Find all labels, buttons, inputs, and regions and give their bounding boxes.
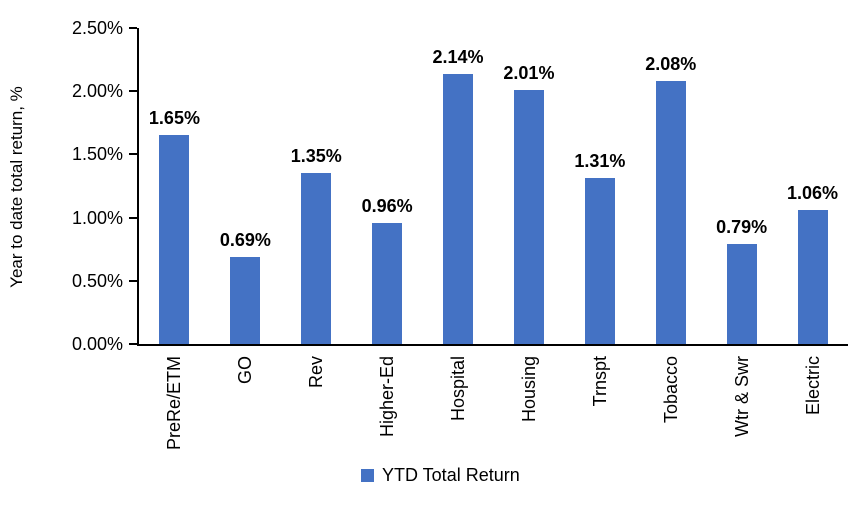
bar — [301, 173, 332, 344]
bar — [797, 210, 828, 344]
bar — [584, 178, 615, 344]
bar — [513, 89, 544, 344]
x-category-label: PreRe/ETM — [164, 356, 185, 451]
x-category-label: Rev — [306, 356, 327, 389]
bar — [655, 81, 686, 344]
bar — [726, 244, 757, 344]
x-category-label: Housing — [518, 356, 539, 423]
y-tick-label: 1.50% — [71, 144, 123, 165]
legend-swatch-icon — [361, 468, 374, 482]
bar — [230, 256, 261, 344]
y-axis-tick — [129, 279, 137, 282]
bar-value-label: 1.35% — [290, 146, 342, 167]
y-tick-label: 0.00% — [71, 334, 123, 354]
x-category-label: Tobacco — [660, 356, 681, 424]
bar-value-label: 2.01% — [503, 62, 555, 83]
y-tick-label: 1.00% — [71, 207, 123, 228]
plot-area: 0.00% 0.50% 1.00% 1.50% 2.00% 2.50% 1.65% PreRe… — [72, 18, 848, 450]
y-tick-label: 2.00% — [71, 81, 123, 102]
y-tick-label: 0.50% — [71, 270, 123, 291]
x-category-label: GO — [235, 356, 256, 385]
y-axis-tick — [129, 27, 137, 29]
bar — [159, 135, 190, 344]
y-axis-tick — [129, 216, 137, 219]
y-axis-tick — [129, 90, 137, 93]
y-axis-title: Year to date total return, % — [7, 86, 26, 288]
bar-value-label: 0.79% — [716, 217, 768, 238]
x-category-label: Higher-Ed — [377, 356, 398, 438]
legend-label: YTD Total Return — [382, 465, 520, 485]
bar-value-label: 0.69% — [219, 229, 271, 250]
bar-value-label: 1.31% — [574, 151, 626, 172]
bar — [372, 222, 403, 344]
y-tick-label: 2.50% — [71, 18, 123, 38]
bar — [443, 73, 474, 344]
bar-value-label: 0.96% — [361, 195, 413, 216]
bar-value-label: 1.65% — [148, 108, 200, 129]
legend: YTD Total Return — [361, 464, 520, 486]
x-category-label: Wtr & Swr — [731, 356, 752, 437]
bar-value-label: 1.06% — [787, 183, 839, 204]
x-category-label: Hospital — [448, 356, 469, 422]
y-axis-tick — [129, 343, 137, 345]
x-category-label: Electric — [802, 356, 823, 416]
bar-value-label: 2.08% — [645, 54, 697, 75]
bar-value-label: 2.14% — [432, 46, 484, 67]
y-axis-tick — [129, 153, 137, 156]
x-category-label: Trnspt — [589, 356, 610, 407]
